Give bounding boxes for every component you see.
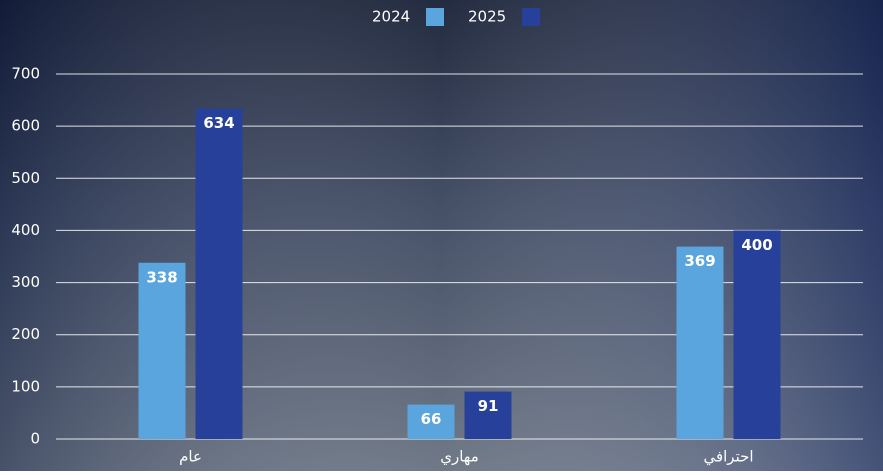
y-tick-label: 500 — [11, 169, 40, 187]
y-tick-label: 300 — [11, 273, 40, 291]
bar — [464, 391, 512, 439]
value-label: 369 — [684, 252, 715, 270]
bar — [733, 230, 781, 439]
legend-swatch — [426, 8, 444, 26]
value-label: 634 — [203, 114, 234, 132]
y-tick-label: 700 — [11, 65, 40, 83]
bar — [407, 404, 455, 439]
bar — [676, 246, 724, 439]
bar — [195, 108, 243, 440]
x-tick-label: عام — [179, 448, 202, 466]
value-label: 338 — [146, 268, 177, 286]
bar — [138, 262, 186, 439]
legend-swatch — [522, 8, 540, 26]
x-tick-label: مهاري — [440, 448, 479, 467]
value-label: 400 — [741, 236, 772, 254]
value-label: 91 — [478, 397, 499, 415]
y-tick-label: 400 — [11, 221, 40, 239]
y-tick-label: 100 — [11, 377, 40, 395]
y-tick-label: 600 — [11, 117, 40, 135]
legend-label: 2025 — [468, 8, 506, 26]
x-tick-label: احترافي — [703, 448, 753, 467]
y-tick-label: 0 — [30, 430, 40, 448]
y-tick-label: 200 — [11, 325, 40, 343]
legend-label: 2024 — [372, 8, 410, 26]
value-label: 66 — [421, 410, 442, 428]
